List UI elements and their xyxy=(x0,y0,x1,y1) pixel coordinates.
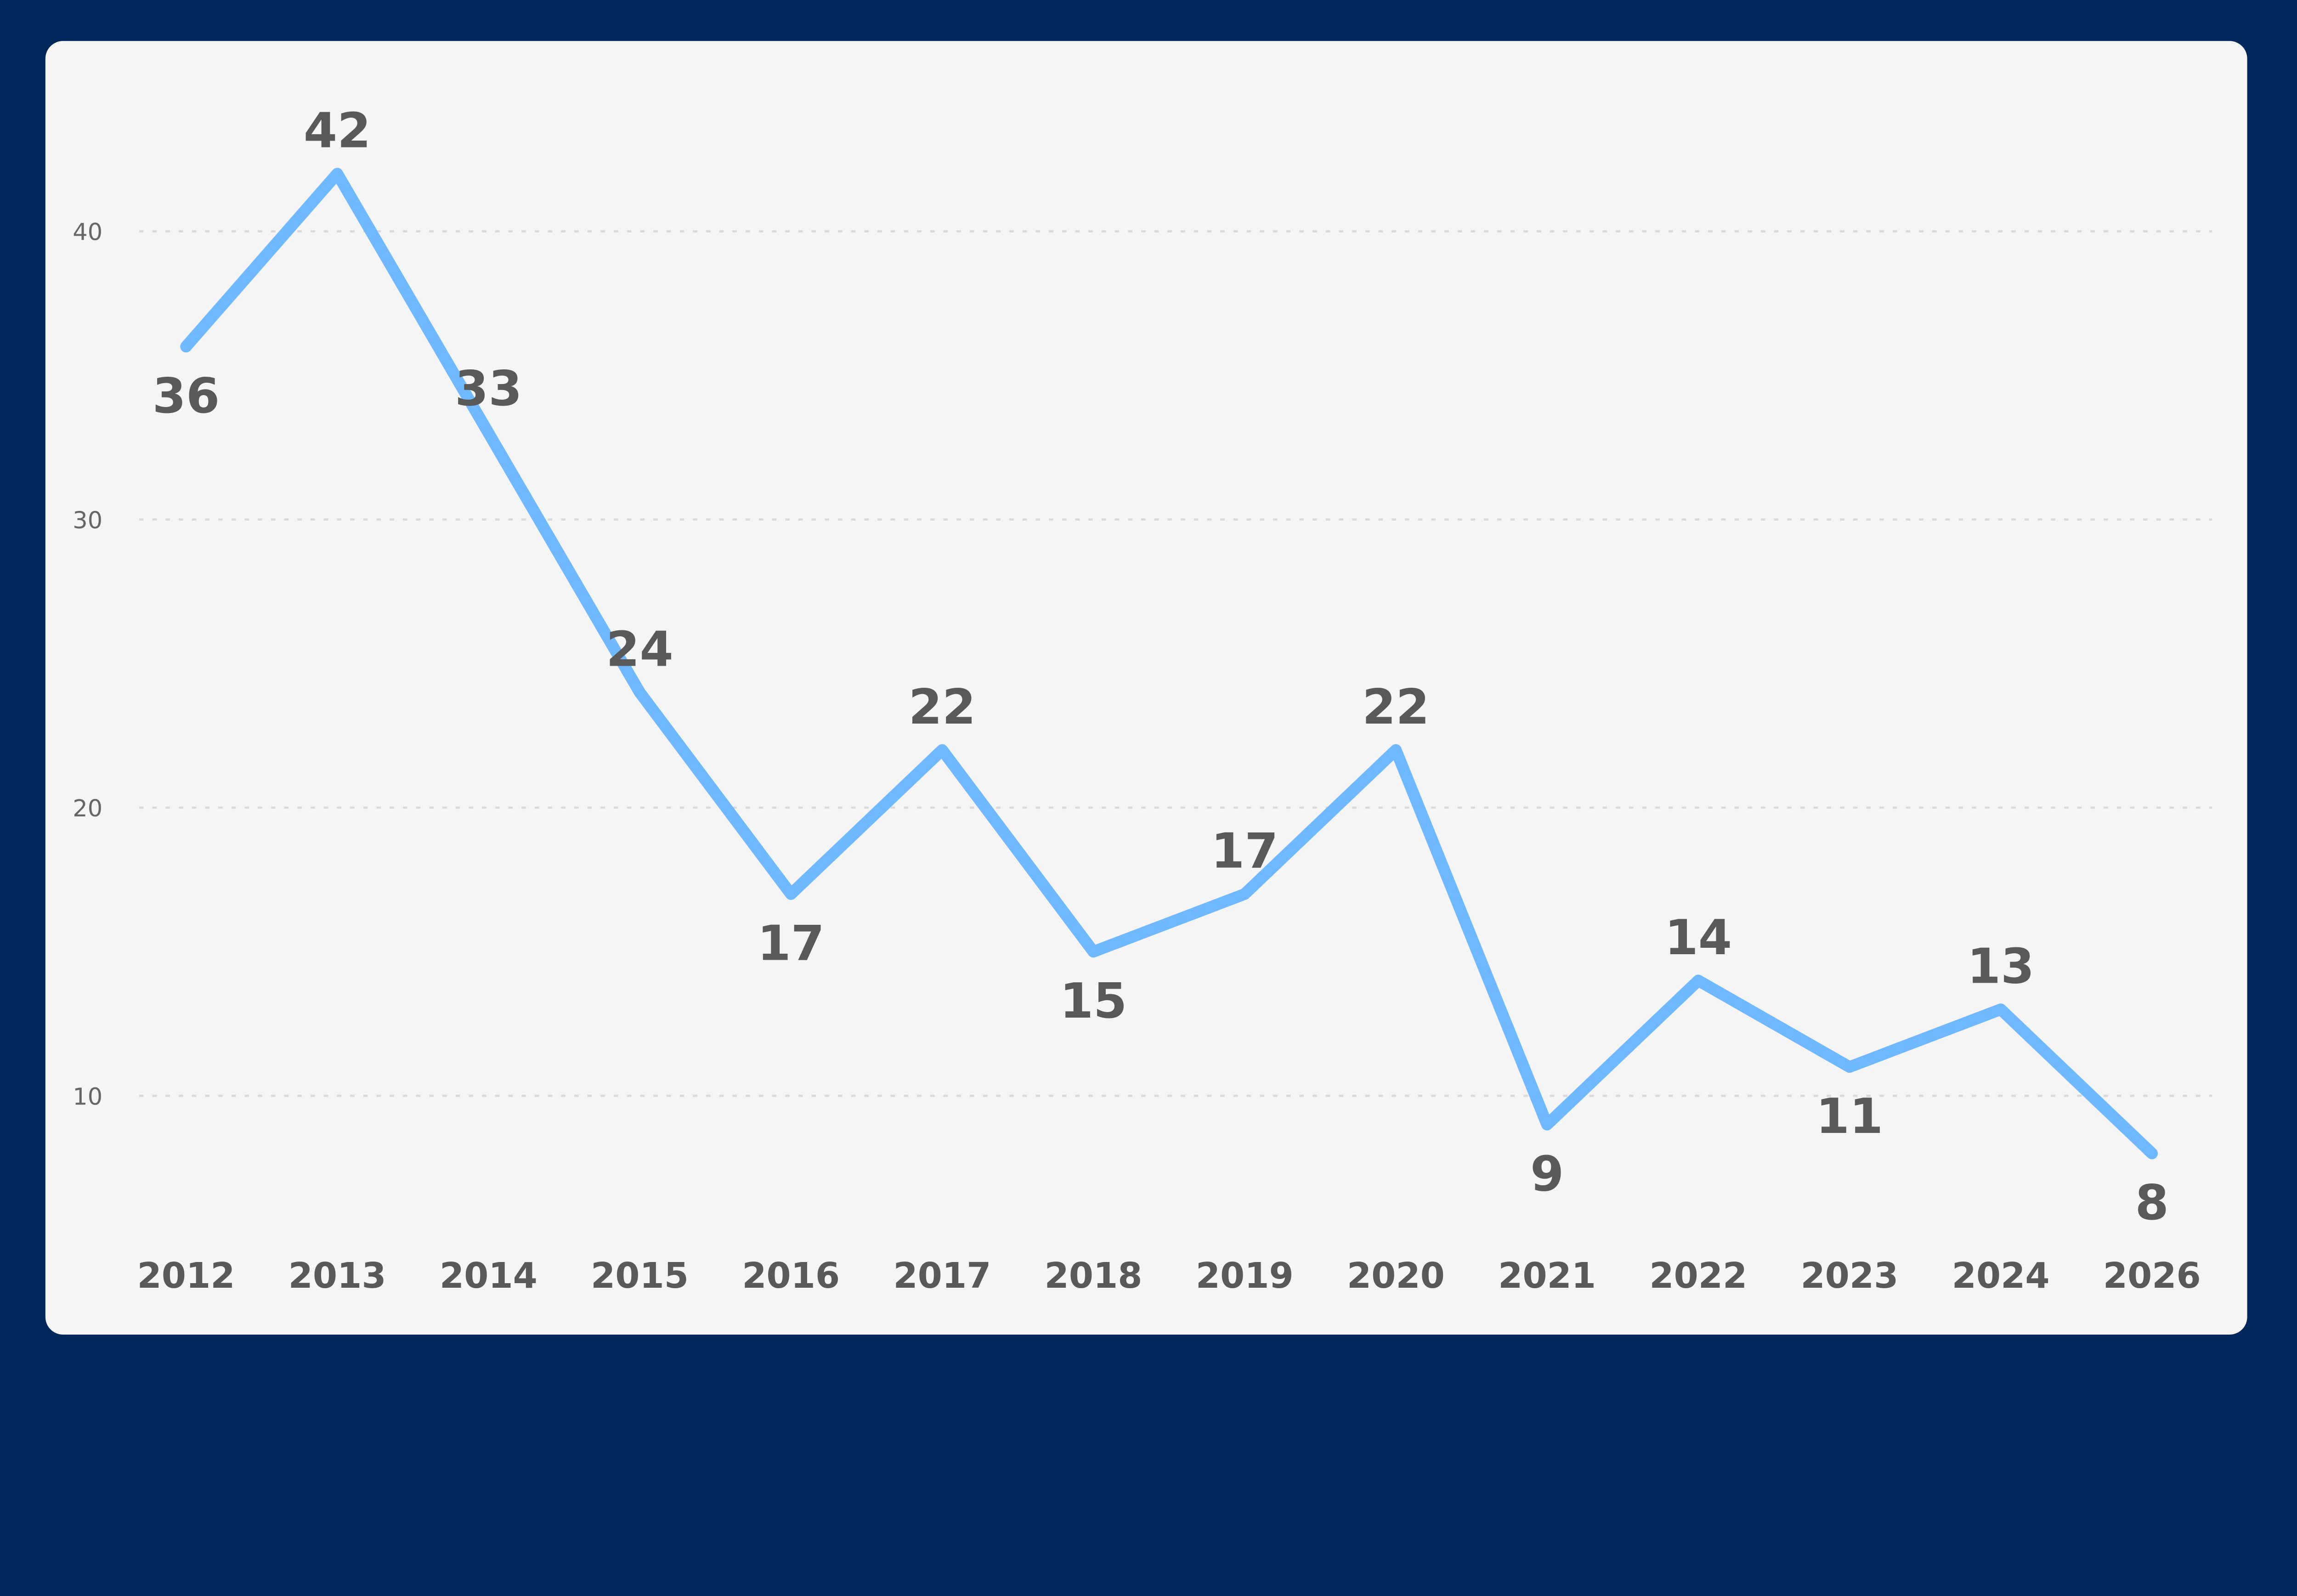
x-tick-label: 2024 xyxy=(1952,1256,2050,1296)
x-tick-label: 2022 xyxy=(1649,1256,1747,1296)
data-label: 24 xyxy=(606,621,673,678)
x-tick-label: 2016 xyxy=(742,1256,840,1296)
y-tick-label: 20 xyxy=(73,795,102,822)
data-label: 42 xyxy=(304,102,371,159)
data-label: 11 xyxy=(1816,1088,1883,1144)
x-tick-label: 2018 xyxy=(1045,1256,1143,1296)
x-tick-label: 2015 xyxy=(591,1256,689,1296)
data-label: 13 xyxy=(1967,938,2034,995)
x-tick-label: 2014 xyxy=(440,1256,537,1296)
data-label: 17 xyxy=(1211,823,1278,879)
data-label: 36 xyxy=(153,368,220,424)
data-label: 17 xyxy=(757,915,824,972)
series-line xyxy=(180,168,2158,1160)
y-tick-label: 30 xyxy=(73,507,102,534)
x-tick-label: 2017 xyxy=(893,1256,991,1296)
x-tick-label: 2012 xyxy=(137,1256,235,1296)
y-tick-label: 40 xyxy=(73,219,102,246)
x-tick-label: 2021 xyxy=(1498,1256,1596,1296)
data-label: 8 xyxy=(2135,1174,2169,1231)
x-tick-label: 2020 xyxy=(1347,1256,1445,1296)
x-tick-label: 2019 xyxy=(1196,1256,1294,1296)
data-label: 14 xyxy=(1665,909,1732,966)
chart-card xyxy=(45,41,2247,1335)
data-label: 22 xyxy=(1362,679,1429,735)
chart: 10 20 30 40 36 42 33 24 17 22 15 17 22 9 14 11 13 8 2012… xyxy=(45,41,2247,1335)
x-tick-label: 2013 xyxy=(289,1256,386,1296)
data-label: 9 xyxy=(1530,1145,1564,1202)
data-label: 15 xyxy=(1060,973,1127,1029)
y-tick-label: 10 xyxy=(73,1083,102,1110)
x-tick-label: 2023 xyxy=(1800,1256,1898,1296)
data-label: 33 xyxy=(455,360,522,417)
data-label: 22 xyxy=(909,679,976,735)
x-tick-label: 2026 xyxy=(2103,1256,2201,1296)
